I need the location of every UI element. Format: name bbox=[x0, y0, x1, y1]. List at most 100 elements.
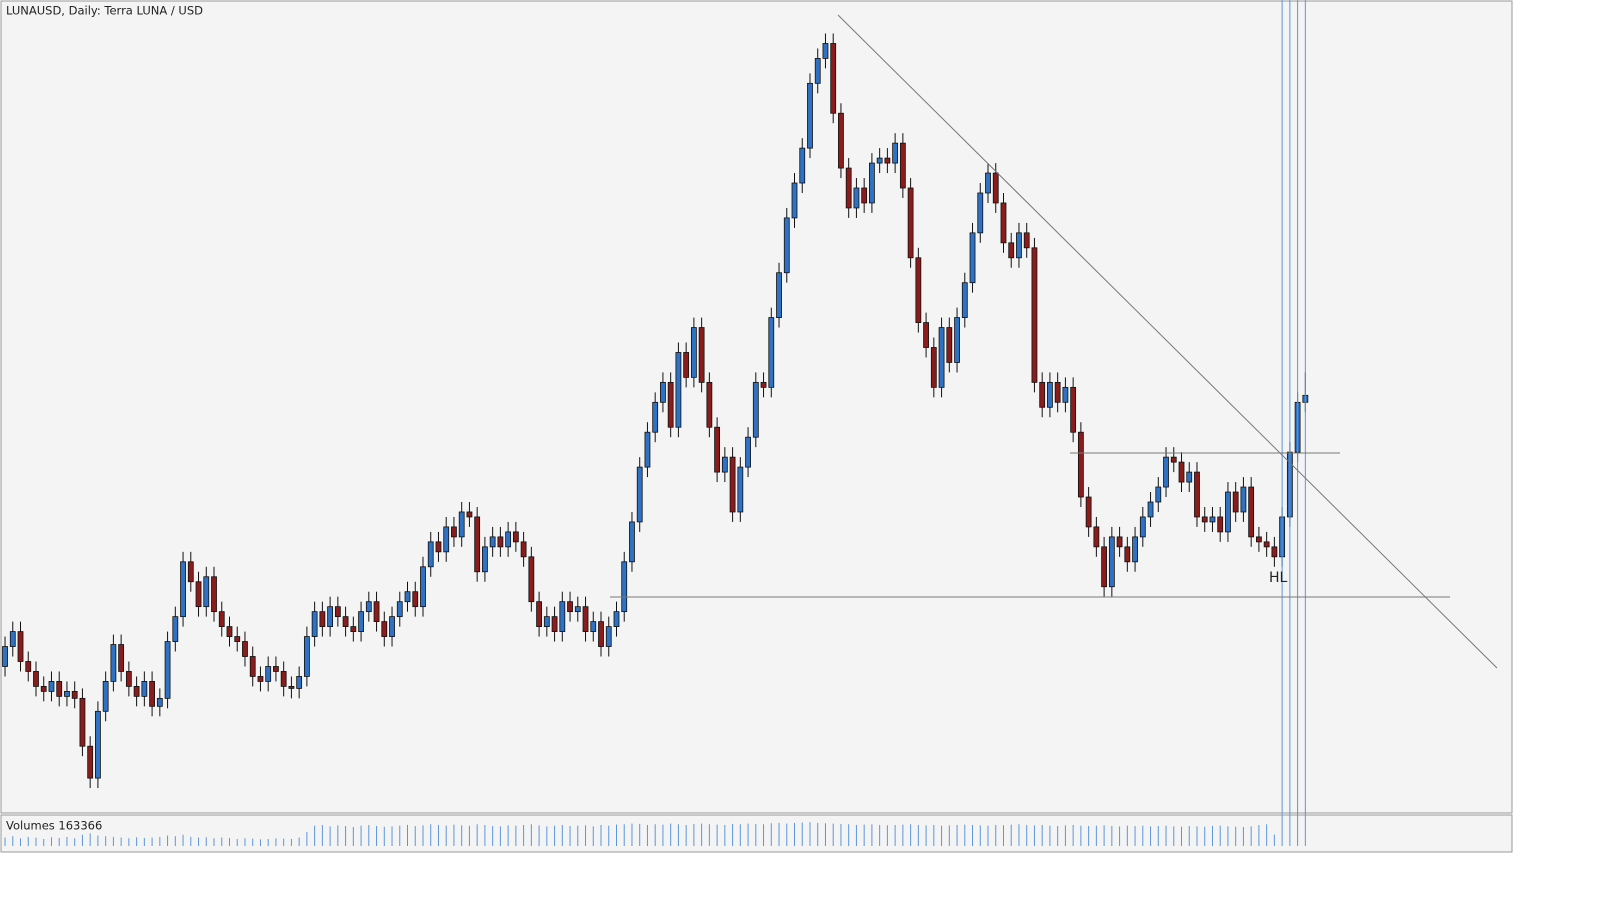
candle-body bbox=[350, 626, 357, 632]
candle-body bbox=[1085, 496, 1092, 528]
candle-body bbox=[598, 621, 604, 647]
candle-body bbox=[226, 626, 233, 637]
candle-body bbox=[203, 576, 210, 608]
candle-body bbox=[675, 352, 682, 428]
candle-body bbox=[1271, 546, 1278, 558]
candle-body bbox=[698, 327, 705, 383]
candle-body bbox=[482, 546, 488, 573]
candle-body bbox=[1170, 456, 1177, 463]
candle-body bbox=[1194, 471, 1200, 518]
candle-body bbox=[1062, 386, 1069, 403]
candle-body bbox=[822, 43, 829, 59]
candle-body bbox=[838, 112, 844, 169]
candle-body bbox=[9, 631, 16, 647]
candle-body bbox=[1054, 381, 1061, 403]
candle-body bbox=[234, 636, 241, 642]
candle-body bbox=[466, 511, 473, 518]
candle-body bbox=[869, 162, 875, 204]
candle-body bbox=[195, 581, 202, 608]
candle-body bbox=[690, 327, 697, 378]
candle-body bbox=[930, 347, 937, 388]
candle-body bbox=[1201, 516, 1208, 523]
candle-body bbox=[288, 686, 295, 689]
candle-body bbox=[40, 686, 47, 692]
candle-body bbox=[451, 526, 457, 538]
candle-body bbox=[938, 327, 945, 388]
candle-body bbox=[79, 697, 86, 747]
candle-body bbox=[110, 644, 117, 682]
candle-body bbox=[474, 516, 481, 573]
candle-body bbox=[311, 611, 318, 637]
candle-body bbox=[458, 511, 465, 538]
candle-body bbox=[861, 187, 868, 204]
candle-body bbox=[319, 611, 326, 627]
candle-body bbox=[737, 466, 744, 513]
candle-body bbox=[172, 616, 179, 642]
candle-body bbox=[25, 661, 32, 672]
candle-body bbox=[884, 157, 891, 164]
candle-body bbox=[899, 142, 906, 189]
candle-body bbox=[1263, 541, 1270, 548]
candle-body bbox=[915, 257, 922, 323]
candle-body bbox=[1155, 486, 1162, 503]
candle-body bbox=[1023, 232, 1030, 249]
candle-body bbox=[582, 606, 589, 632]
candle-body bbox=[683, 352, 690, 378]
candle-body bbox=[1163, 456, 1169, 488]
candle-body bbox=[1139, 516, 1146, 538]
candle-body bbox=[342, 616, 349, 627]
candle-body bbox=[520, 541, 527, 558]
candle-body bbox=[876, 157, 883, 164]
candle-body bbox=[257, 676, 264, 682]
candle-body bbox=[435, 541, 442, 553]
candle-body bbox=[1240, 486, 1247, 513]
candle-body bbox=[1077, 431, 1084, 498]
candle-body bbox=[969, 232, 976, 284]
candle-body bbox=[404, 591, 411, 603]
candle-body bbox=[71, 690, 78, 699]
candle-body bbox=[536, 601, 542, 627]
candle-body bbox=[249, 656, 256, 677]
candle-body bbox=[242, 641, 248, 657]
candle-body bbox=[87, 745, 94, 779]
candle-body bbox=[892, 142, 899, 164]
candle-body bbox=[512, 531, 519, 543]
chart-title: LUNAUSD, Daily: Terra LUNA / USD bbox=[6, 4, 203, 18]
candle-body bbox=[133, 686, 140, 697]
candle-body bbox=[791, 182, 798, 219]
candle-body bbox=[211, 576, 217, 613]
candle-body bbox=[1008, 242, 1015, 259]
candle-body bbox=[574, 606, 581, 613]
candle-body bbox=[334, 606, 341, 618]
candle-body bbox=[559, 601, 566, 632]
candle-body bbox=[1093, 526, 1100, 548]
candle-body bbox=[427, 541, 434, 568]
volume-title: Volumes 163366 bbox=[6, 819, 102, 833]
candle-body bbox=[505, 531, 512, 548]
candle-body bbox=[729, 456, 736, 513]
candle-body bbox=[1186, 471, 1193, 483]
candle-body bbox=[954, 317, 960, 363]
candle-body bbox=[33, 671, 39, 687]
candle-body bbox=[799, 147, 806, 184]
candle-body bbox=[1147, 501, 1154, 518]
candle-body bbox=[1108, 536, 1115, 588]
candle-body bbox=[1101, 546, 1108, 588]
candle-body bbox=[1178, 461, 1185, 483]
candle-body bbox=[149, 681, 155, 707]
candle-body bbox=[218, 611, 225, 627]
candle-body bbox=[280, 671, 287, 687]
trend-line bbox=[837, 14, 1498, 669]
candle-body bbox=[652, 401, 659, 433]
candle-body bbox=[667, 381, 674, 428]
candle-body bbox=[590, 621, 597, 632]
candle-body bbox=[528, 556, 535, 603]
candle-body bbox=[118, 644, 125, 672]
candle-body bbox=[125, 671, 132, 687]
candle-body bbox=[768, 317, 775, 388]
candle-body bbox=[985, 172, 991, 194]
candle-body bbox=[381, 621, 388, 637]
candle-body bbox=[714, 426, 721, 473]
candle-body bbox=[1248, 486, 1255, 538]
candle-body bbox=[807, 82, 813, 149]
